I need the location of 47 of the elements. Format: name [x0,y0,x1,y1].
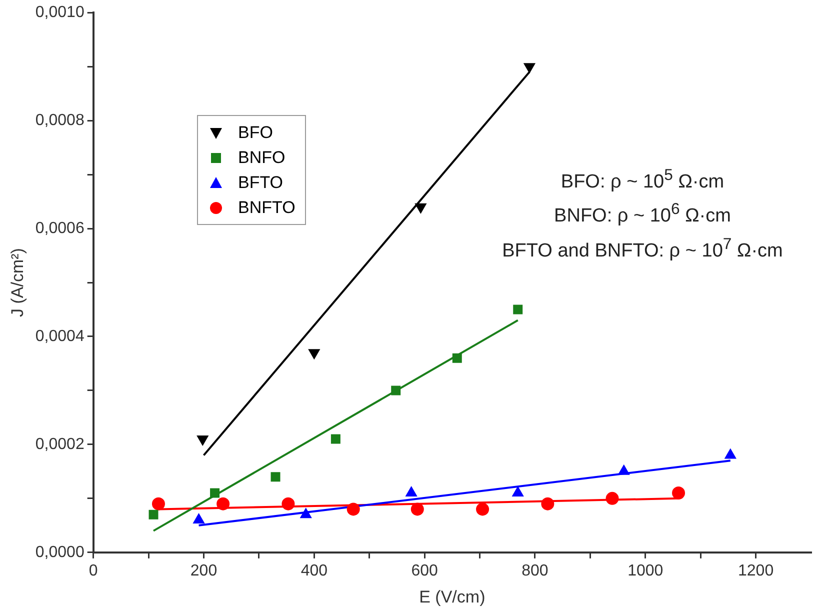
point [391,386,401,396]
y-axis-title: J (A/cm²) [8,248,27,317]
legend-label: BFO [238,122,273,144]
point [152,497,165,510]
point [216,497,230,510]
y-tick-label: 0,0004 [35,328,84,345]
point [618,464,630,475]
point [282,497,295,510]
point [346,502,360,516]
point [406,486,418,497]
point [724,448,736,459]
point [210,488,220,498]
x-tick-label: 400 [300,562,328,580]
point [270,472,280,482]
point [410,502,424,516]
point [193,514,204,524]
legend-label: BNFO [238,147,286,169]
point [415,203,426,214]
point [308,349,320,360]
point [476,502,490,516]
y-tick-label: 0,0010 [35,4,84,22]
y-tick-label: 0,0008 [35,112,84,129]
point [300,508,312,518]
point [452,353,462,363]
x-tick-label: 600 [411,562,438,580]
legend-label: BNFTO [238,197,296,219]
annotation: BNFO: ρ ~ 10$^{6}$ Ω·cm [553,200,732,229]
annotation: BFTO and BNFTO: ρ ~ 10$^{7}$ Ω·cm [501,234,784,263]
x-tick-label: 200 [190,562,218,580]
x-tick-label: 0 [88,562,98,580]
point [541,497,554,510]
point [606,492,619,505]
point [512,486,524,497]
y-tick-label: 0,0000 [35,544,84,561]
y-tick-label: 0,0002 [35,436,84,453]
annotation: BFO: ρ ~ 10$^{5}$ Ω·cm [560,166,726,194]
point [524,63,536,74]
point [330,434,340,444]
point [148,510,158,520]
point [513,304,523,314]
x-tick-label: 1200 [738,562,774,580]
x-tick-label: 800 [522,562,548,580]
x-tick-label: 1000 [628,562,664,580]
y-tick-label: 0,0006 [35,220,84,237]
legend-label: BFTO [238,172,284,194]
x-axis-title: E (V/cm) [419,587,486,606]
point [672,486,686,500]
